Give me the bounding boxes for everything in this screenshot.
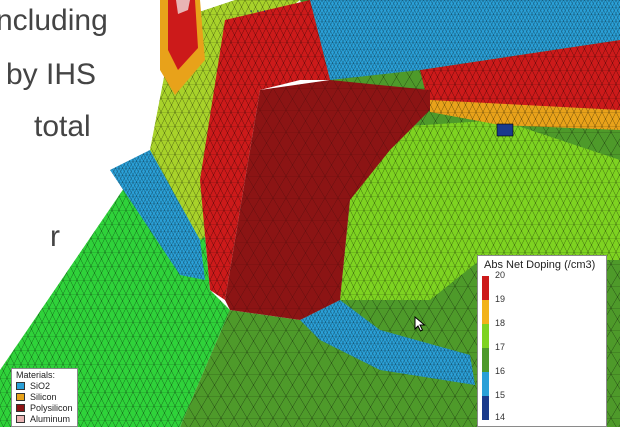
mesh-overlay-oxide-bottom — [300, 300, 475, 385]
doping-band-swatch — [482, 276, 489, 300]
doping-legend: Abs Net Doping (/cm3) 20 19 18 17 16 15 … — [477, 255, 607, 427]
doping-band-swatch — [482, 348, 489, 372]
doping-band-swatch — [482, 324, 489, 348]
materials-legend-title: Materials: — [16, 370, 56, 380]
material-swatch — [16, 382, 25, 390]
material-label: Silicon — [30, 392, 57, 402]
mesh-overlay-gate-top — [225, 80, 430, 320]
region-aluminum-corner — [176, 0, 190, 14]
materials-legend-item: Polysilicon — [16, 403, 80, 414]
small-contact-square — [496, 123, 514, 137]
region-red-corner — [168, 0, 198, 70]
doping-band-swatch — [482, 372, 489, 396]
materials-legend-item: SiO2 — [16, 381, 80, 392]
mouse-pointer-icon — [414, 316, 426, 332]
doping-tick-label: 20 — [495, 270, 506, 280]
material-label: SiO2 — [30, 381, 51, 391]
material-swatch — [16, 415, 25, 423]
doping-tick-label: 18 — [495, 318, 506, 328]
material-swatch — [16, 393, 25, 401]
material-swatch — [16, 404, 25, 412]
materials-legend-item: Aluminum — [16, 414, 80, 425]
doping-legend-title: Abs Net Doping (/cm3) — [484, 259, 596, 271]
doping-tick-label: 15 — [495, 390, 506, 400]
mesh-overlay-oxide-left — [110, 150, 205, 280]
doping-tick-label: 14 — [495, 412, 506, 422]
file-name-label: ... — [248, 4, 268, 16]
doping-band-swatch — [482, 396, 489, 420]
materials-legend: Materials: SiO2 Silicon Polysilicon Alum… — [11, 368, 78, 427]
mesh-overlay-gate-front — [200, 0, 330, 300]
materials-legend-item: Silicon — [16, 392, 80, 403]
doping-tick-label: 16 — [495, 366, 506, 376]
mesh-overlay-oxide-top — [310, 0, 620, 80]
doping-tick-label: 17 — [495, 342, 506, 352]
doping-band-swatch — [482, 300, 489, 324]
material-label: Aluminum — [30, 414, 71, 424]
material-label: Polysilicon — [30, 403, 73, 413]
doping-tick-label: 19 — [495, 294, 506, 304]
